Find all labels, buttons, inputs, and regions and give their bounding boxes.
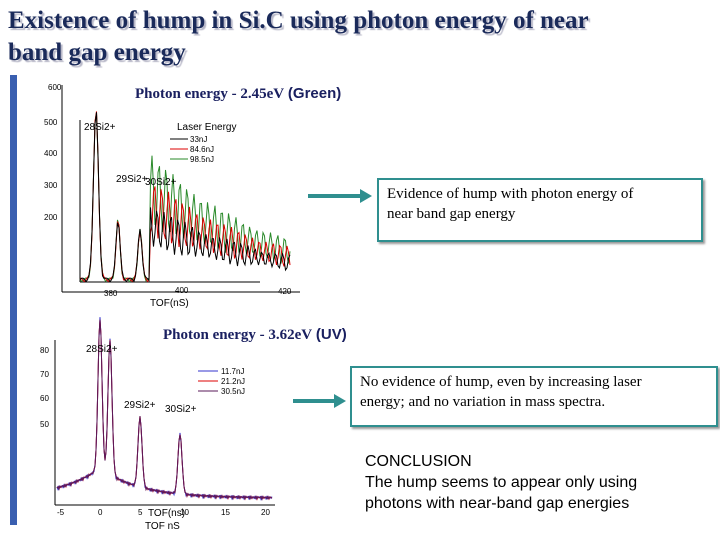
- finding-line: near band gap energy: [387, 206, 516, 222]
- plot-2: [54, 340, 275, 506]
- finding-box: Evidence of hump with photon energy of n…: [377, 178, 703, 242]
- y-tick-label: 80: [40, 346, 49, 355]
- label-note: (Green): [287, 85, 342, 102]
- peak-label: 29Si2+: [116, 174, 148, 185]
- y-tick-label: 600: [48, 83, 62, 92]
- x-tick-label: 5: [138, 508, 143, 517]
- finding-line: No evidence of hump, even by increasing …: [360, 374, 642, 390]
- finding-box: No evidence of hump, even by increasing …: [350, 366, 718, 427]
- x-tick-label: 420: [278, 287, 292, 296]
- conclusion-heading: CONCLUSION: [365, 453, 472, 470]
- side-bar: [10, 75, 17, 525]
- spectrum-trace: [79, 112, 291, 283]
- label: Photon energy - 2.45eV: [135, 86, 285, 102]
- x-tick-label: 15: [221, 508, 230, 517]
- x-tick-label: 0: [98, 508, 103, 517]
- plot-1: [61, 85, 300, 293]
- x-tick-label: 10: [180, 508, 189, 517]
- peak-label: 30Si2+: [165, 404, 197, 415]
- y-tick-label: 200: [44, 213, 58, 222]
- x-axis-label: TOF(ns): [148, 508, 185, 519]
- legend-entry: 84.6nJ: [190, 145, 214, 154]
- title: band gap energy: [8, 39, 186, 66]
- peak-label: 28Si2+: [86, 344, 118, 355]
- peak-label: 30Si2+: [145, 177, 177, 188]
- y-tick-label: 70: [40, 370, 49, 379]
- title: Existence of hump in Si.C using photon e…: [8, 7, 589, 34]
- legend-entry: 11.7nJ: [221, 367, 244, 376]
- finding-line: Evidence of hump with photon energy of: [387, 186, 634, 202]
- finding-line: energy; and no variation in mass spectra…: [360, 394, 606, 410]
- section-label: Photon energy - 2.45eV (Green): [135, 85, 341, 103]
- y-tick-label: 50: [40, 420, 49, 429]
- legend-entry: 21.2nJ: [221, 377, 245, 386]
- arrow-head: [360, 189, 372, 203]
- y-tick-label: 500: [44, 118, 58, 127]
- label: Photon energy - 3.62eV: [163, 327, 313, 343]
- peak-label: 29Si2+: [124, 400, 156, 411]
- conclusion-line: The hump seems to appear only using: [365, 474, 638, 491]
- x-tick-label: 380: [104, 289, 118, 298]
- legend-title: Laser Energy: [177, 122, 236, 133]
- x-tick-label: -5: [57, 508, 65, 517]
- x-tick-label: 400: [175, 286, 189, 295]
- section-label: Photon energy - 3.62eV (UV): [163, 326, 347, 344]
- conclusion-line: photons with near-band gap energies: [365, 495, 630, 512]
- arrow-head: [334, 394, 346, 408]
- spectrum-trace: [79, 111, 291, 283]
- peak-label: 28Si2+: [84, 122, 116, 133]
- y-tick-label: 60: [40, 394, 49, 403]
- legend-entry: 98.5nJ: [190, 155, 214, 164]
- spectrum-trace: [56, 319, 273, 501]
- conclusion: CONCLUSION The hump seems to appear only…: [365, 451, 637, 514]
- legend-entry: 33nJ: [190, 135, 207, 144]
- x-axis-label: TOF(nS): [150, 298, 189, 309]
- label-note: (UV): [315, 326, 347, 343]
- legend-entry: 30.5nJ: [221, 387, 245, 396]
- y-tick-label: 300: [44, 181, 58, 190]
- y-tick-label: 400: [44, 149, 58, 158]
- x-tick-label: 20: [261, 508, 270, 517]
- x-axis-label: TOF nS: [145, 521, 180, 532]
